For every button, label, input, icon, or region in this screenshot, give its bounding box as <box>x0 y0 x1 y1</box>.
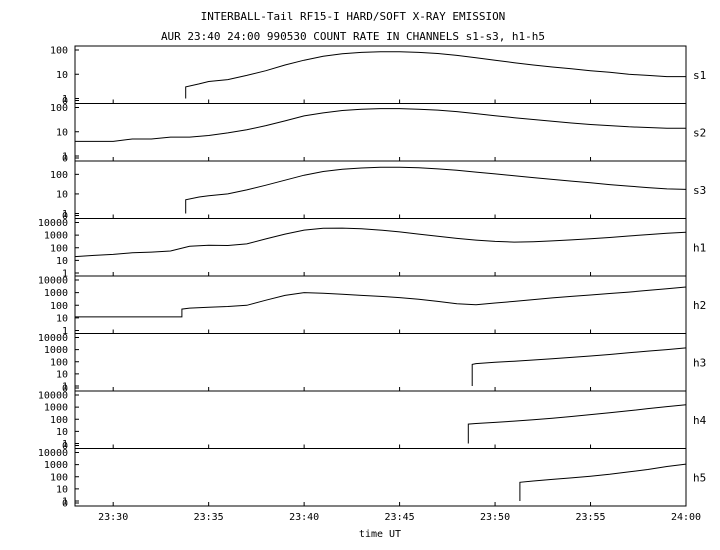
x-tick-label: 23:30 <box>98 512 128 523</box>
y-tick-label: 1 <box>62 382 68 393</box>
y-tick-label: 100 <box>50 243 68 254</box>
y-tick-label: 10000 <box>38 448 68 459</box>
y-tick-label: 100 <box>50 170 68 181</box>
channel-label: s2 <box>693 126 706 139</box>
y-tick-label: 1 <box>62 209 68 220</box>
x-tick-label: 23:40 <box>289 512 319 523</box>
channel-label: h4 <box>693 414 707 427</box>
y-tick-label: 10 <box>56 313 68 324</box>
y-tick-label: 100 <box>50 301 68 312</box>
y-tick-label: 10000 <box>38 391 68 402</box>
panel-s1: 100 10 10 s1 <box>50 45 706 107</box>
y-tick-label: 1 <box>62 497 68 508</box>
y-tick-label: 1000 <box>44 231 68 242</box>
y-tick-label: 100 <box>50 472 68 483</box>
panel-frame <box>74 448 687 507</box>
panel-frame <box>74 103 687 162</box>
panel-frame <box>74 45 687 104</box>
series-line-s2 <box>75 108 686 142</box>
series-line-h4 <box>467 404 687 444</box>
series-line-h2 <box>75 286 687 318</box>
y-tick-label: 1 <box>62 269 68 280</box>
channel-label: s1 <box>693 69 706 82</box>
x-tick-label: 23:55 <box>575 512 605 523</box>
channel-label: s3 <box>693 184 706 197</box>
y-tick-label: 1000 <box>44 460 68 471</box>
y-tick-label: 1 <box>62 326 68 337</box>
panel-s2: 100 10 10 s2 <box>50 103 706 165</box>
y-tick-label: 10 <box>56 189 68 200</box>
y-tick-label: 1 <box>62 439 68 450</box>
y-tick-label: 10 <box>56 70 68 81</box>
y-tick-label: 100 <box>50 357 68 368</box>
y-tick-label: 1000 <box>44 288 68 299</box>
y-tick-label: 0 <box>62 499 68 510</box>
x-tick-label: 23:45 <box>385 512 415 523</box>
y-tick-label: 100 <box>50 103 68 114</box>
y-tick-label: 10000 <box>38 218 68 229</box>
y-tick-label: 100 <box>50 46 68 57</box>
x-tick-label: 23:50 <box>480 512 510 523</box>
x-axis-label: time UT <box>359 529 401 540</box>
panel-s3: 100 10 10 s3 <box>50 160 706 222</box>
channel-label: h2 <box>693 299 706 312</box>
y-tick-label: 100 <box>50 415 68 426</box>
panel-frame <box>74 160 687 219</box>
y-tick-label: 0 <box>62 96 68 107</box>
channel-label: h1 <box>693 241 706 254</box>
y-tick-label: 0 <box>62 211 68 222</box>
y-tick-label: 1000 <box>44 403 68 414</box>
y-tick-label: 10000 <box>38 333 68 344</box>
y-tick-label: 0 <box>62 384 68 395</box>
series-line-h3 <box>471 347 687 386</box>
y-tick-label: 1000 <box>44 345 68 356</box>
panel-frame <box>74 390 687 449</box>
y-tick-label: 0 <box>62 441 68 452</box>
series-line-s3 <box>185 166 687 214</box>
y-tick-label: 10 <box>56 256 68 267</box>
y-tick-label: 10 <box>56 127 68 138</box>
x-tick-label: 23:35 <box>194 512 224 523</box>
panel-frame <box>74 275 687 334</box>
panel-frame <box>74 218 687 277</box>
chart-subtitle: AUR 23:40 24:00 990530 COUNT RATE IN CHA… <box>161 30 545 43</box>
y-tick-label: 10 <box>56 427 68 438</box>
x-axis: 23:30 23:35 23:40 23:45 23:50 23:55 24:00 <box>98 99 701 523</box>
chart-title: INTERBALL-Tail RF15-I HARD/SOFT X-RAY EM… <box>201 10 506 23</box>
channel-panels: 1001010s11001010s21001010s31000010001001… <box>38 45 707 510</box>
y-tick-label: 0 <box>62 154 68 165</box>
channel-label: h3 <box>693 356 706 369</box>
series-line-s1 <box>185 51 686 99</box>
y-tick-label: 1 <box>62 94 68 105</box>
y-tick-label: 10 <box>56 369 68 380</box>
x-tick-label: 24:00 <box>671 512 701 523</box>
channel-label: h5 <box>693 471 706 484</box>
panel-frame <box>74 333 687 392</box>
y-tick-label: 10000 <box>38 276 68 287</box>
series-line-h1 <box>74 227 687 258</box>
y-tick-label: 10 <box>56 484 68 495</box>
y-tick-label: 1 <box>62 152 68 163</box>
series-line-h5 <box>519 463 687 501</box>
